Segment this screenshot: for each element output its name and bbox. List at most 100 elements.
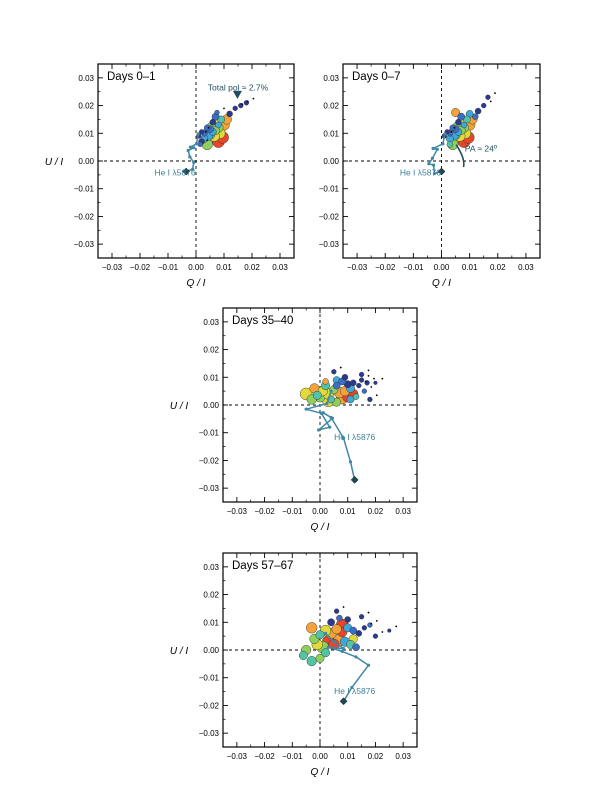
he-track-point — [325, 402, 329, 406]
he-track-point — [188, 145, 192, 149]
he-track-point — [323, 631, 328, 635]
data-point — [455, 118, 462, 126]
he-line-label: He I λ5876 — [334, 686, 375, 696]
he-track-point — [192, 146, 196, 150]
data-point — [358, 371, 365, 378]
x-tick-label: 0.01 — [340, 752, 356, 761]
data-point — [460, 121, 468, 129]
data-point — [485, 94, 491, 100]
he-track-point — [192, 160, 196, 164]
data-point — [214, 109, 220, 116]
x-axis-label: Q / I — [311, 522, 330, 533]
y-tick-label: 0.02 — [203, 591, 219, 600]
panel-title: Days 35–40 — [232, 315, 293, 327]
he-line-label: He I λ5876 — [400, 168, 441, 178]
he-track-point — [427, 162, 431, 166]
y-axis-label: U / I — [45, 157, 64, 168]
data-dot — [367, 611, 370, 614]
he-track-point — [194, 142, 199, 146]
data-dot — [375, 394, 378, 397]
he-track-point — [341, 436, 346, 440]
data-point — [474, 107, 482, 115]
x-tick-label: −0.03 — [227, 507, 248, 516]
y-tick-label: −0.02 — [199, 456, 220, 465]
data-point — [306, 656, 317, 667]
data-dot — [364, 380, 367, 383]
x-tick-label: 0.02 — [368, 507, 384, 516]
x-tick-label: −0.01 — [282, 507, 303, 516]
y-tick-label: 0.01 — [203, 373, 219, 382]
data-dot — [204, 131, 207, 133]
data-point — [197, 141, 203, 147]
x-tick-label: 0.03 — [518, 263, 534, 272]
x-tick-label: 0.01 — [462, 263, 478, 272]
data-dot — [367, 369, 370, 372]
data-dot — [381, 631, 384, 633]
data-point — [336, 614, 343, 622]
data-dot — [489, 100, 492, 103]
he-track-point — [328, 425, 332, 429]
y-tick-label: −0.03 — [199, 484, 220, 493]
data-dot — [339, 366, 342, 369]
data-point — [472, 113, 479, 120]
data-dot — [223, 107, 225, 110]
he-track-point — [432, 163, 436, 167]
x-tick-label: 0.00 — [188, 263, 204, 272]
data-dot — [453, 126, 456, 129]
data-point — [352, 643, 360, 652]
he-track-point — [304, 407, 308, 411]
chart-panel-days-35-40: −0.03 −0.03 −0.02 −0.02 −0.01 −0.01 0.00 0.00 0.… — [170, 307, 418, 533]
y-tick-label: 0.00 — [203, 646, 219, 655]
data-point — [358, 377, 365, 383]
data-point — [298, 651, 308, 660]
x-tick-label: −0.01 — [282, 752, 303, 761]
data-dot — [370, 386, 373, 388]
pa-arc — [455, 144, 465, 168]
y-tick-label: −0.01 — [199, 429, 220, 438]
y-tick-label: 0.00 — [78, 157, 94, 166]
he-track-point — [329, 389, 333, 393]
data-point — [387, 628, 392, 633]
data-dot — [395, 625, 398, 628]
y-tick-label: 0.03 — [203, 563, 219, 572]
x-tick-label: 0.00 — [312, 752, 328, 761]
data-dot — [494, 92, 496, 94]
x-tick-label: 0.02 — [244, 263, 260, 272]
he-track-point — [441, 142, 445, 146]
y-tick-label: 0.03 — [203, 318, 219, 327]
data-point — [334, 608, 340, 614]
data-point — [481, 102, 487, 109]
data-point — [355, 630, 363, 637]
y-axis-label: U / I — [170, 646, 189, 657]
y-tick-label: 0.02 — [323, 102, 339, 111]
y-tick-label: 0.00 — [323, 157, 339, 166]
he-track-line — [305, 390, 356, 480]
data-point — [215, 121, 222, 129]
data-point — [331, 624, 342, 635]
x-tick-label: −0.01 — [158, 263, 179, 272]
he-track-point — [317, 428, 321, 432]
x-tick-label: −0.01 — [403, 263, 424, 272]
data-point — [356, 382, 362, 389]
x-tick-label: 0.01 — [216, 263, 232, 272]
data-point — [321, 648, 330, 658]
data-point — [322, 378, 329, 385]
y-tick-label: −0.02 — [199, 701, 220, 710]
x-tick-label: 0.03 — [272, 263, 288, 272]
x-tick-label: 0.02 — [368, 752, 384, 761]
annotation-label: Total pol ≈ 2.7% — [208, 83, 269, 93]
he-track-point — [326, 645, 330, 649]
y-axis-label: U / I — [170, 401, 189, 412]
panel-title: Days 0–1 — [107, 71, 156, 83]
data-point — [358, 614, 365, 620]
he-track-end-marker — [182, 167, 191, 176]
data-point — [451, 108, 460, 117]
he-track-point — [191, 167, 195, 171]
x-tick-label: −0.02 — [375, 263, 396, 272]
he-track-point — [330, 416, 335, 420]
data-point — [306, 622, 318, 634]
data-dot — [206, 139, 209, 142]
y-tick-label: −0.03 — [319, 240, 340, 249]
